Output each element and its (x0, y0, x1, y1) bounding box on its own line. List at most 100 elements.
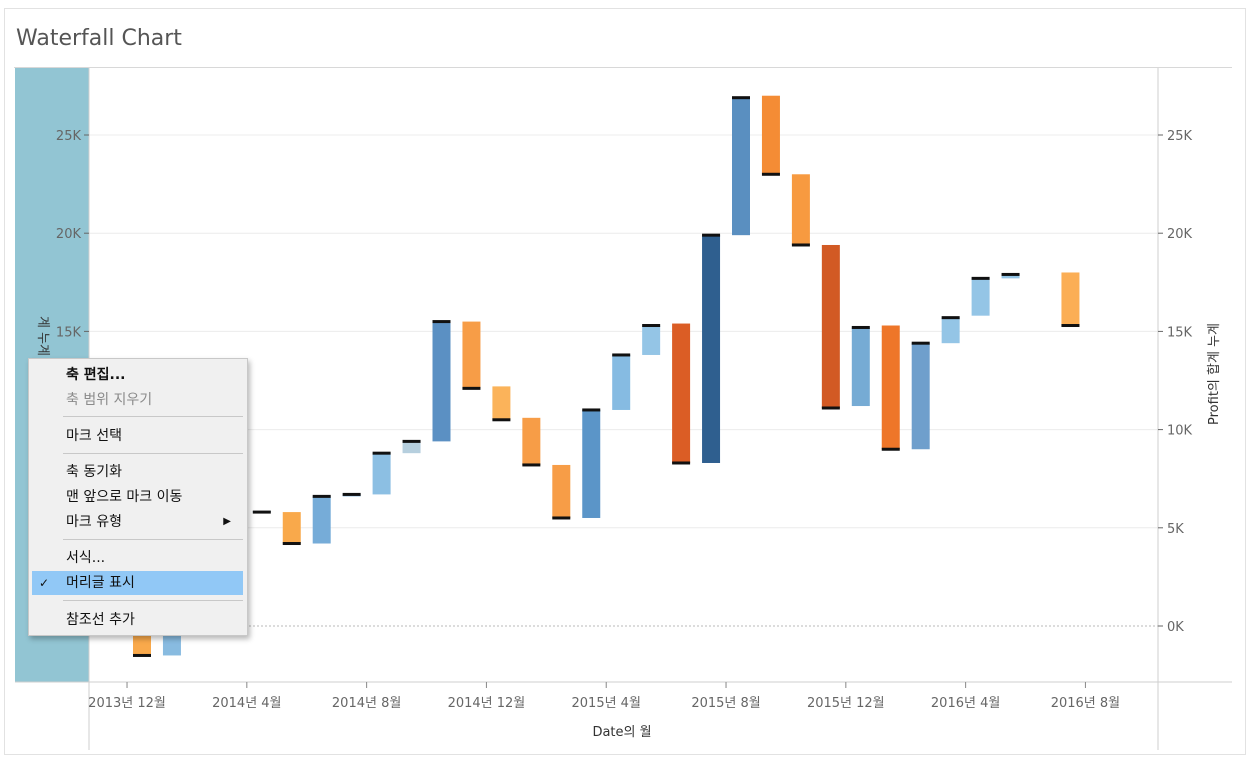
menu-item-label: 맨 앞으로 마크 이동 (66, 489, 183, 505)
x-tick-label: 2013년 12월 (88, 696, 166, 711)
bar-body[interactable] (642, 325, 661, 355)
menu-item-synchronize-axis[interactable]: 축 동기화 (32, 460, 243, 484)
menu-item-edit-axis[interactable]: 축 편집... (32, 363, 243, 387)
right-y-tick-label: 25K (1167, 129, 1193, 144)
x-tick-label: 2015년 8월 (691, 696, 760, 711)
menu-item-show-header[interactable]: ✓ 머리글 표시 (32, 571, 243, 595)
bar-body[interactable] (1001, 274, 1020, 279)
bar-end-marker (582, 408, 601, 412)
gridlines (89, 134, 1158, 529)
x-axis[interactable]: 2013년 12월 2014년 4월 2014년 8월 2014년 12월 2015년 … (88, 682, 1120, 711)
bar-body[interactable] (612, 354, 631, 410)
waterfall-bar[interactable] (702, 233, 721, 463)
bar-end-marker (1001, 272, 1020, 276)
waterfall-bar[interactable] (282, 512, 301, 546)
title-divider (14, 67, 1232, 68)
bar-body[interactable] (582, 409, 601, 518)
bar-end-marker (1061, 324, 1080, 328)
bar-body[interactable] (312, 496, 331, 544)
menu-item-mark-type[interactable]: 마크 유형 ▶ (32, 510, 243, 534)
bar-body[interactable] (462, 321, 481, 389)
waterfall-bar[interactable] (1001, 272, 1020, 279)
waterfall-bar[interactable] (372, 451, 391, 495)
menu-separator (63, 416, 243, 417)
bar-end-marker (372, 451, 391, 455)
bar-body[interactable] (402, 441, 421, 454)
x-axis-title[interactable]: Date의 월 (592, 725, 651, 740)
waterfall-bar[interactable] (642, 324, 661, 355)
left-y-tick-label: 25K (56, 129, 82, 144)
waterfall-bar[interactable] (971, 276, 990, 316)
right-y-axis[interactable]: 0K 5K 10K 15K 20K 25K (1158, 129, 1193, 635)
bar-body[interactable] (911, 343, 930, 450)
x-tick-label: 2014년 12월 (448, 696, 526, 711)
bar-body[interactable] (851, 327, 870, 407)
waterfall-bar[interactable] (672, 323, 691, 465)
waterfall-bar[interactable] (881, 325, 900, 451)
bar-body[interactable] (791, 174, 810, 245)
bar-end-marker (881, 447, 900, 451)
waterfall-bar[interactable] (791, 174, 810, 247)
right-y-axis-title[interactable]: Profit의 합계 누계 (1207, 323, 1222, 425)
waterfall-bar[interactable] (252, 510, 271, 514)
axis-context-menu[interactable]: 축 편집... 축 범위 지우기 마크 선택 축 동기화 맨 앞으로 마크 이동… (28, 358, 248, 636)
left-y-tick-label: 15K (56, 325, 82, 340)
waterfall-bar[interactable] (821, 244, 840, 410)
bar-body[interactable] (492, 386, 511, 420)
bar-end-marker (612, 353, 631, 357)
submenu-arrow-icon: ▶ (223, 516, 231, 527)
bar-end-marker (552, 516, 571, 520)
bar-body[interactable] (881, 325, 900, 450)
bar-end-marker (821, 406, 840, 410)
left-y-axis-title-fragment[interactable]: 계 누계 (35, 316, 50, 356)
chart-title: Waterfall Chart (16, 26, 182, 51)
menu-item-label: 서식... (66, 550, 106, 566)
bars-group[interactable] (133, 95, 1080, 657)
bar-body[interactable] (702, 235, 721, 463)
waterfall-bar[interactable] (732, 96, 750, 236)
waterfall-bar[interactable] (462, 321, 481, 390)
bar-end-marker (133, 653, 151, 657)
waterfall-bar[interactable] (582, 408, 601, 518)
menu-item-label: 머리글 표시 (66, 575, 135, 591)
waterfall-bar[interactable] (911, 341, 930, 450)
bar-end-marker (851, 325, 870, 329)
menu-item-move-marks-to-front[interactable]: 맨 앞으로 마크 이동 (32, 485, 243, 509)
bar-body[interactable] (282, 512, 301, 544)
menu-separator (63, 600, 243, 601)
left-y-tick-label: 20K (56, 227, 82, 242)
waterfall-bar[interactable] (492, 386, 511, 422)
waterfall-bar[interactable] (432, 320, 451, 442)
bar-body[interactable] (432, 321, 451, 442)
left-y-axis[interactable]: 15K 20K 25K (56, 129, 89, 340)
bar-body[interactable] (672, 323, 691, 463)
x-tick-label: 2015년 12월 (807, 696, 885, 711)
waterfall-bar[interactable] (612, 353, 631, 410)
waterfall-bar[interactable] (552, 464, 571, 520)
waterfall-bar[interactable] (342, 492, 361, 497)
waterfall-bar[interactable] (851, 325, 870, 407)
waterfall-bar[interactable] (312, 494, 331, 544)
waterfall-bar[interactable] (522, 417, 541, 467)
bar-body[interactable] (1061, 272, 1080, 326)
bar-end-marker (672, 461, 691, 465)
menu-item-format[interactable]: 서식... (32, 546, 243, 570)
waterfall-bar[interactable] (402, 439, 421, 454)
bar-end-marker (462, 386, 481, 390)
bar-body[interactable] (522, 417, 541, 465)
bar-body[interactable] (552, 464, 571, 518)
waterfall-bar[interactable] (1061, 272, 1080, 328)
menu-item-select-marks[interactable]: 마크 선택 (32, 424, 243, 448)
bar-body[interactable] (821, 244, 840, 408)
bar-body[interactable] (941, 317, 960, 344)
bar-body[interactable] (971, 278, 990, 316)
menu-item-label: 축 편집... (66, 367, 126, 383)
waterfall-bar[interactable] (941, 316, 960, 344)
bar-end-marker (282, 542, 301, 546)
bar-body[interactable] (732, 97, 750, 236)
bar-body[interactable] (372, 453, 391, 495)
bar-end-marker (252, 510, 271, 514)
menu-item-add-reference-line[interactable]: 참조선 추가 (32, 608, 243, 632)
bar-body[interactable] (761, 95, 780, 175)
waterfall-bar[interactable] (761, 95, 780, 176)
